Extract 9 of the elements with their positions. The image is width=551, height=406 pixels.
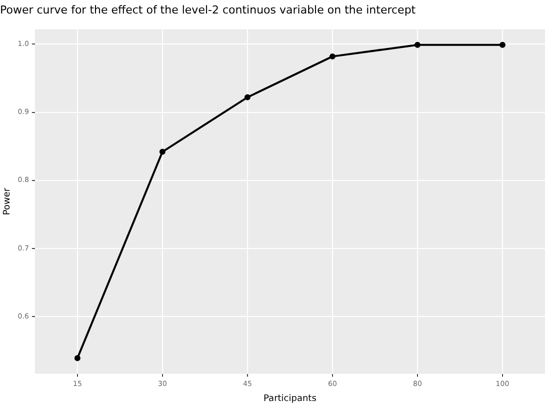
point	[159, 148, 166, 155]
y-axis-title: Power	[2, 188, 13, 216]
point	[499, 42, 506, 48]
point	[329, 53, 336, 60]
point	[244, 94, 250, 100]
point	[414, 42, 420, 48]
chart-title: Power curve for the effect of the level-2 continuos variable on the intercept	[0, 3, 416, 16]
point	[74, 355, 80, 362]
x-axis-title: Participants	[264, 394, 317, 404]
